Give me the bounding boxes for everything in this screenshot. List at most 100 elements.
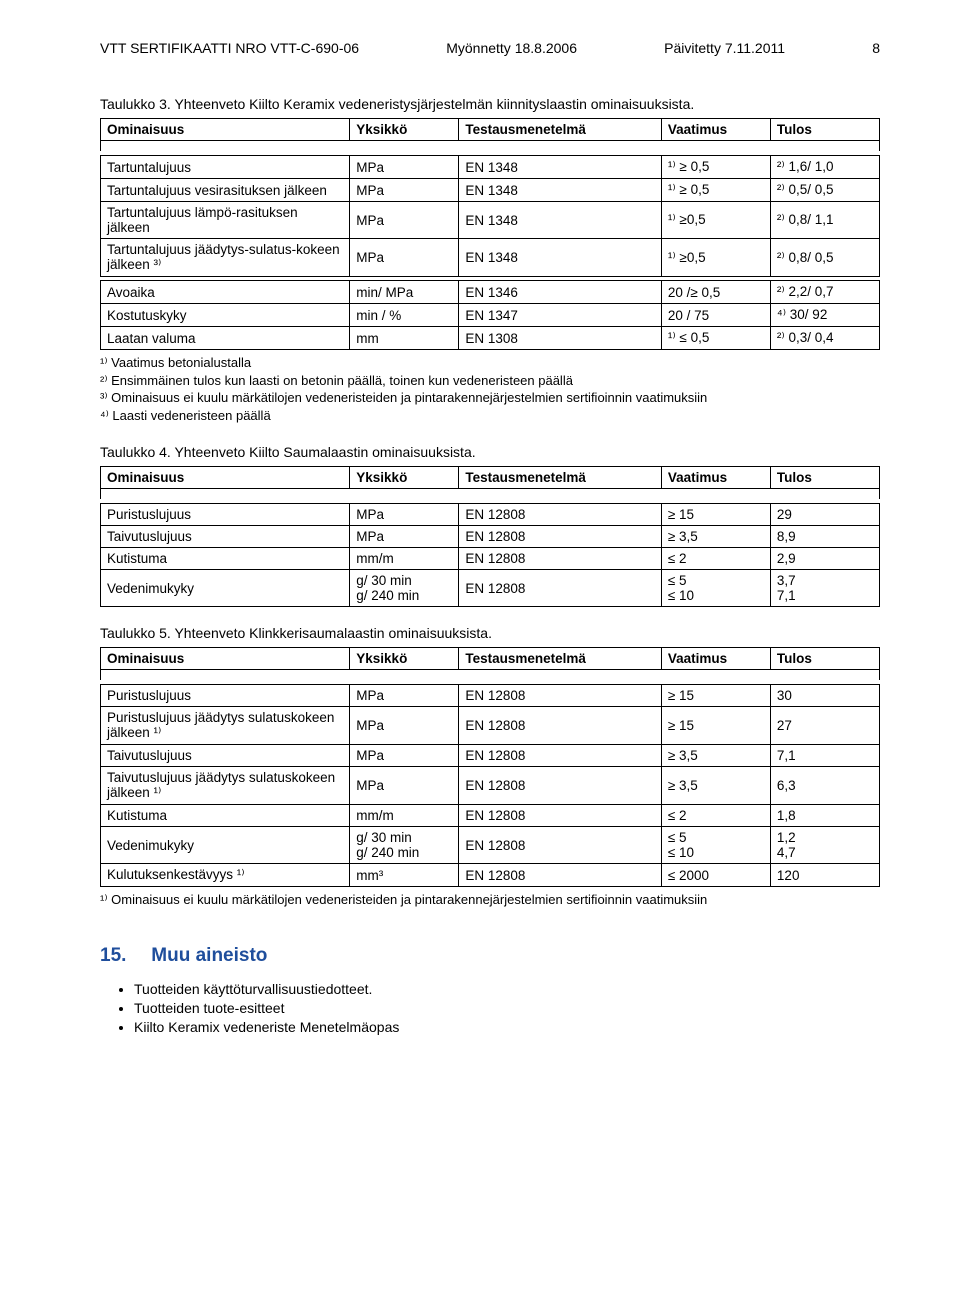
table-header-row: Ominaisuus Yksikkö Testausmenetelmä Vaat… [101,648,880,670]
table-cell: ¹⁾ ≥0,5 [661,239,770,277]
table-cell: EN 12808 [459,864,662,887]
table-cell: g/ 30 min g/ 240 min [350,570,459,607]
col-header: Testausmenetelmä [459,467,662,489]
table3-body1: TartuntalujuusMPaEN 1348¹⁾ ≥ 0,5²⁾ 1,6/ … [100,155,880,277]
table5: Ominaisuus Yksikkö Testausmenetelmä Vaat… [100,647,880,680]
table-row: Kulutuksenkestävyys ¹⁾mm³EN 12808≤ 20001… [101,864,880,887]
table-cell: EN 12808 [459,767,662,805]
col-header: Testausmenetelmä [459,119,662,141]
table-cell: EN 12808 [459,707,662,745]
table-cell: mm³ [350,864,459,887]
table-cell: 20 /≥ 0,5 [661,281,770,304]
table-cell: 27 [770,707,879,745]
footnote-line: ³⁾ Ominaisuus ei kuulu märkätilojen vede… [100,389,880,407]
list-item: Tuotteiden käyttöturvallisuustiedotteet. [134,981,880,997]
table-cell: EN 12808 [459,745,662,767]
table-cell: Puristuslujuus [101,504,350,526]
table-cell: Kostutuskyky [101,304,350,327]
col-header: Ominaisuus [101,119,350,141]
table-row: Kutistumamm/mEN 12808≤ 21,8 [101,805,880,827]
table-header-row: Ominaisuus Yksikkö Testausmenetelmä Vaat… [101,467,880,489]
table-cell: Tartuntalujuus vesirasituksen jälkeen [101,179,350,202]
table-cell: 2,9 [770,548,879,570]
col-header: Tulos [770,119,879,141]
table-cell: 3,7 7,1 [770,570,879,607]
table4-title: Taulukko 4. Yhteenveto Kiilto Saumalaast… [100,444,880,460]
table-cell: ≤ 2 [661,805,770,827]
cert-number: VTT SERTIFIKAATTI NRO VTT-C-690-06 [100,40,359,56]
table-cell: Taivutuslujuus [101,745,350,767]
table-row: Laatan valumammEN 1308¹⁾ ≤ 0,5²⁾ 0,3/ 0,… [101,327,880,350]
table-cell: MPa [350,745,459,767]
table3: Ominaisuus Yksikkö Testausmenetelmä Vaat… [100,118,880,151]
table-cell: Avoaika [101,281,350,304]
table-cell: Tartuntalujuus jäädytys-sulatus-kokeen j… [101,239,350,277]
table-cell: EN 12808 [459,805,662,827]
table-row: TaivutuslujuusMPaEN 12808≥ 3,58,9 [101,526,880,548]
table-cell: Puristuslujuus jäädytys sulatuskokeen jä… [101,707,350,745]
table-cell: ≥ 3,5 [661,767,770,805]
table3-footnotes: ¹⁾ Vaatimus betonialustalla²⁾ Ensimmäine… [100,354,880,424]
table-cell: ²⁾ 2,2/ 0,7 [770,281,879,304]
table-cell: ≥ 3,5 [661,526,770,548]
table-cell: MPa [350,179,459,202]
col-header: Vaatimus [661,467,770,489]
table-cell: ¹⁾ ≥ 0,5 [661,156,770,179]
table-row: TaivutuslujuusMPaEN 12808≥ 3,57,1 [101,745,880,767]
table-cell: mm [350,327,459,350]
table-row: Tartuntalujuus jäädytys-sulatus-kokeen j… [101,239,880,277]
table-cell: EN 1348 [459,239,662,277]
table-cell: Puristuslujuus [101,685,350,707]
table-cell: ¹⁾ ≥ 0,5 [661,179,770,202]
table-cell: MPa [350,156,459,179]
updated-date: Päivitetty 7.11.2011 [664,40,785,56]
table-cell: ²⁾ 0,3/ 0,4 [770,327,879,350]
table4: Ominaisuus Yksikkö Testausmenetelmä Vaat… [100,466,880,499]
table-cell: EN 12808 [459,526,662,548]
table-cell: ¹⁾ ≥0,5 [661,202,770,239]
table-row: TartuntalujuusMPaEN 1348¹⁾ ≥ 0,5²⁾ 1,6/ … [101,156,880,179]
footnote-line: ²⁾ Ensimmäinen tulos kun laasti on beton… [100,372,880,390]
issued-date: Myönnetty 18.8.2006 [446,40,577,56]
table-cell: MPa [350,526,459,548]
table3-title: Taulukko 3. Yhteenveto Kiilto Keramix ve… [100,96,880,112]
table-header-row: Ominaisuus Yksikkö Testausmenetelmä Vaat… [101,119,880,141]
table-cell: MPa [350,707,459,745]
page-header: VTT SERTIFIKAATTI NRO VTT-C-690-06 Myönn… [100,40,880,56]
table-cell: ≥ 15 [661,685,770,707]
table-cell: EN 1308 [459,327,662,350]
table-cell: Tartuntalujuus [101,156,350,179]
table-cell: EN 1348 [459,179,662,202]
table-row: Vedenimukykyg/ 30 min g/ 240 minEN 12808… [101,570,880,607]
table-cell: 29 [770,504,879,526]
table-row: Kostutuskykymin / %EN 134720 / 75⁴⁾ 30/ … [101,304,880,327]
table-cell: g/ 30 min g/ 240 min [350,827,459,864]
table5-title: Taulukko 5. Yhteenveto Klinkkerisaumalaa… [100,625,880,641]
col-header: Vaatimus [661,648,770,670]
table-cell: 8,9 [770,526,879,548]
table-cell: ⁴⁾ 30/ 92 [770,304,879,327]
table-cell: 20 / 75 [661,304,770,327]
table-cell: ¹⁾ ≤ 0,5 [661,327,770,350]
table4-body: PuristuslujuusMPaEN 12808≥ 1529Taivutusl… [100,503,880,607]
table-cell: MPa [350,239,459,277]
table-cell: ≤ 2 [661,548,770,570]
table-row: Tartuntalujuus vesirasituksen jälkeenMPa… [101,179,880,202]
col-header: Vaatimus [661,119,770,141]
table-cell: 30 [770,685,879,707]
table-cell: ²⁾ 0,5/ 0,5 [770,179,879,202]
table-cell: Kutistuma [101,548,350,570]
table-cell: min / % [350,304,459,327]
table-row: PuristuslujuusMPaEN 12808≥ 1530 [101,685,880,707]
table-cell: Kutistuma [101,805,350,827]
table-cell: EN 12808 [459,827,662,864]
table-cell: MPa [350,685,459,707]
table-cell: 1,2 4,7 [770,827,879,864]
table-cell: EN 1346 [459,281,662,304]
table-cell: EN 1348 [459,156,662,179]
table-cell: Vedenimukyky [101,570,350,607]
table-row: Tartuntalujuus lämpö-rasituksen jälkeenM… [101,202,880,239]
table-cell: min/ MPa [350,281,459,304]
col-header: Ominaisuus [101,467,350,489]
table-row: Vedenimukykyg/ 30 min g/ 240 minEN 12808… [101,827,880,864]
